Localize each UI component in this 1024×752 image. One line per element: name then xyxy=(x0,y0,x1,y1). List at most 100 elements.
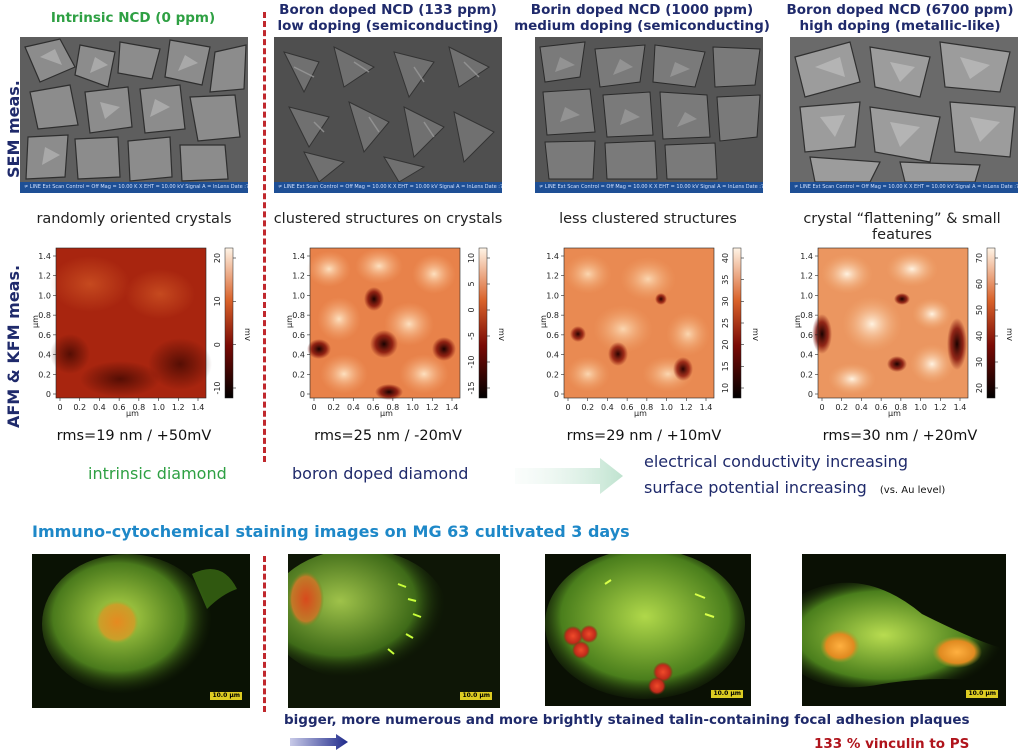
kfm-map-6700ppm: 0 0.2 0.4 0.6 0.8 1.0 1.2 1.4 0 0.2 0.4 0.6 0.8 1.0 1.… xyxy=(793,247,1012,418)
scale-bar: 10.0 µm xyxy=(210,692,242,700)
y-tick-label: 0.6 xyxy=(292,331,305,340)
staining-title: Immuno-cytochemical staining images on M… xyxy=(32,522,630,541)
boron-doped-diamond-label: boron doped diamond xyxy=(292,464,469,483)
x-tick-label: 1.4 xyxy=(954,403,967,412)
column-title-intrinsic: Intrinsic NCD (0 ppm) xyxy=(50,10,216,26)
x-tick-label: 1.0 xyxy=(406,403,419,412)
y-tick-label: 1.2 xyxy=(38,272,51,281)
colorbar-tick-label: -10 xyxy=(213,381,222,394)
y-tick-label: 1.4 xyxy=(38,252,51,261)
caption-intrinsic: randomly oriented crystals xyxy=(36,211,232,227)
sem-image-1000ppm: ≠ LINE Ext Scan Control = Off Mag = 10.0… xyxy=(535,37,763,193)
colorbar-tick-label: 5 xyxy=(467,281,476,286)
y-tick-label: 1.4 xyxy=(546,252,559,261)
x-tick-label: 0.8 xyxy=(894,403,907,412)
colorbar-tick-label: 60 xyxy=(975,279,984,289)
colorbar-unit: mV xyxy=(243,328,250,342)
y-tick-label: 0 xyxy=(46,390,51,399)
colorbar-tick-label: -10 xyxy=(467,355,476,368)
colorbar-unit: mV xyxy=(751,328,758,342)
y-tick-label: 0.4 xyxy=(38,351,51,360)
rms-133ppm: rms=25 nm / -20mV xyxy=(314,428,462,444)
x-tick-label: 0 xyxy=(311,403,316,412)
y-tick-label: 0 xyxy=(808,390,813,399)
y-tick-label: 1.2 xyxy=(800,272,813,281)
kfm-map-133ppm: 0 0.2 0.4 0.6 0.8 1.0 1.2 1.4 0 0.2 0.4 0.6 0.8 1.0 1.… xyxy=(285,247,504,418)
sem-image-intrinsic: ≠ LINE Ext Scan Control = Off Mag = 10.0… xyxy=(20,37,248,193)
x-axis-unit: µm xyxy=(634,409,647,418)
colorbar-tick-label: 70 xyxy=(975,253,984,263)
column-divider-bottom xyxy=(263,556,266,712)
x-tick-label: 0.4 xyxy=(601,403,614,412)
y-tick-label: 0.6 xyxy=(546,331,559,340)
x-tick-label: 1.2 xyxy=(172,403,185,412)
x-tick-label: 0.8 xyxy=(132,403,145,412)
x-tick-label: 1.2 xyxy=(934,403,947,412)
x-tick-label: 1.2 xyxy=(680,403,693,412)
x-tick-label: 1.4 xyxy=(446,403,459,412)
x-tick-label: 1.0 xyxy=(152,403,165,412)
y-axis-unit: µm xyxy=(539,315,548,328)
y-tick-label: 0.4 xyxy=(292,351,305,360)
sem-image-133ppm: ≠ LINE Ext Scan Control = Off Mag = 10.0… xyxy=(274,37,502,193)
colorbar-tick-label: 10 xyxy=(467,253,476,263)
x-tick-label: 0.8 xyxy=(640,403,653,412)
caption-6700ppm: crystal “flattening” & small features xyxy=(803,211,1001,243)
scale-bar: 10.0 µm xyxy=(711,690,743,698)
y-tick-label: 0.2 xyxy=(800,370,813,379)
colorbar-tick-label: 20 xyxy=(975,383,984,393)
x-tick-label: 1.4 xyxy=(192,403,205,412)
x-tick-label: 1.2 xyxy=(426,403,439,412)
x-axis-unit: µm xyxy=(380,409,393,418)
y-tick-label: 1.0 xyxy=(546,291,559,300)
x-tick-label: 1.0 xyxy=(914,403,927,412)
column-divider-top xyxy=(263,12,266,462)
y-tick-label: 1.0 xyxy=(38,291,51,300)
y-tick-label: 1.0 xyxy=(800,291,813,300)
colorbar-tick-label: 20 xyxy=(721,340,730,350)
afm-side-label: AFM & KFM meas. xyxy=(4,264,23,428)
rms-1000ppm: rms=29 nm / +10mV xyxy=(566,428,722,444)
colorbar-tick-label: 10 xyxy=(721,383,730,393)
colorbar-tick-label: 30 xyxy=(975,357,984,367)
colorbar-tick-label: 40 xyxy=(721,253,730,263)
colorbar-tick-label: 30 xyxy=(721,296,730,306)
x-tick-label: 0.2 xyxy=(73,403,86,412)
x-tick-label: 1.0 xyxy=(660,403,673,412)
y-tick-label: 0.6 xyxy=(800,331,813,340)
y-tick-label: 0.4 xyxy=(800,351,813,360)
y-tick-label: 0.8 xyxy=(546,311,559,320)
caption-133ppm: clustered structures on crystals xyxy=(273,211,503,227)
staining-image-1000ppm: 10.0 µm xyxy=(545,554,751,706)
potential-note: (vs. Au level) xyxy=(879,485,946,496)
rms-intrinsic: rms=19 nm / +50mV xyxy=(56,428,212,444)
x-tick-label: 0.4 xyxy=(855,403,868,412)
y-tick-label: 0 xyxy=(300,390,305,399)
x-axis-unit: µm xyxy=(888,409,901,418)
colorbar-unit: mV xyxy=(1005,328,1012,342)
colorbar-tick-label: 20 xyxy=(213,253,222,263)
y-tick-label: 0.2 xyxy=(546,370,559,379)
kfm-map-1000ppm: 0 0.2 0.4 0.6 0.8 1.0 1.2 1.4 0 0.2 0.4 0.6 0.8 1.0 1.… xyxy=(539,247,758,418)
surface-potential-label: surface potential increasing (vs. Au lev… xyxy=(644,478,946,497)
colorbar-tick-label: 0 xyxy=(467,307,476,312)
y-axis-unit: µm xyxy=(285,315,294,328)
conclusion-text: bigger, more numerous and more brightly … xyxy=(284,712,970,728)
x-axis-unit: µm xyxy=(126,409,139,418)
x-tick-label: 0.4 xyxy=(93,403,106,412)
colorbar-tick-label: 50 xyxy=(975,305,984,315)
staining-image-intrinsic: 10.0 µm xyxy=(32,554,250,708)
colorbar-tick-label: 25 xyxy=(721,318,730,328)
y-tick-label: 1.0 xyxy=(292,291,305,300)
caption-1000ppm: less clustered structures xyxy=(559,211,737,227)
y-tick-label: 1.2 xyxy=(546,272,559,281)
y-tick-label: 1.4 xyxy=(800,252,813,261)
y-axis-unit: µm xyxy=(31,315,40,328)
conductivity-label: electrical conductivity increasing xyxy=(644,452,908,471)
colorbar-tick-label: 10 xyxy=(213,296,222,306)
y-axis-unit: µm xyxy=(793,315,802,328)
kfm-map-intrinsic: 0 0.2 0.4 0.6 0.8 1.0 1.2 1.4 0 0.2 0.4 0.6 0.8 1.0 1.… xyxy=(31,247,250,418)
colorbar-tick-label: 40 xyxy=(975,331,984,341)
y-tick-label: 0.8 xyxy=(800,311,813,320)
intrinsic-diamond-label: intrinsic diamond xyxy=(88,464,227,483)
